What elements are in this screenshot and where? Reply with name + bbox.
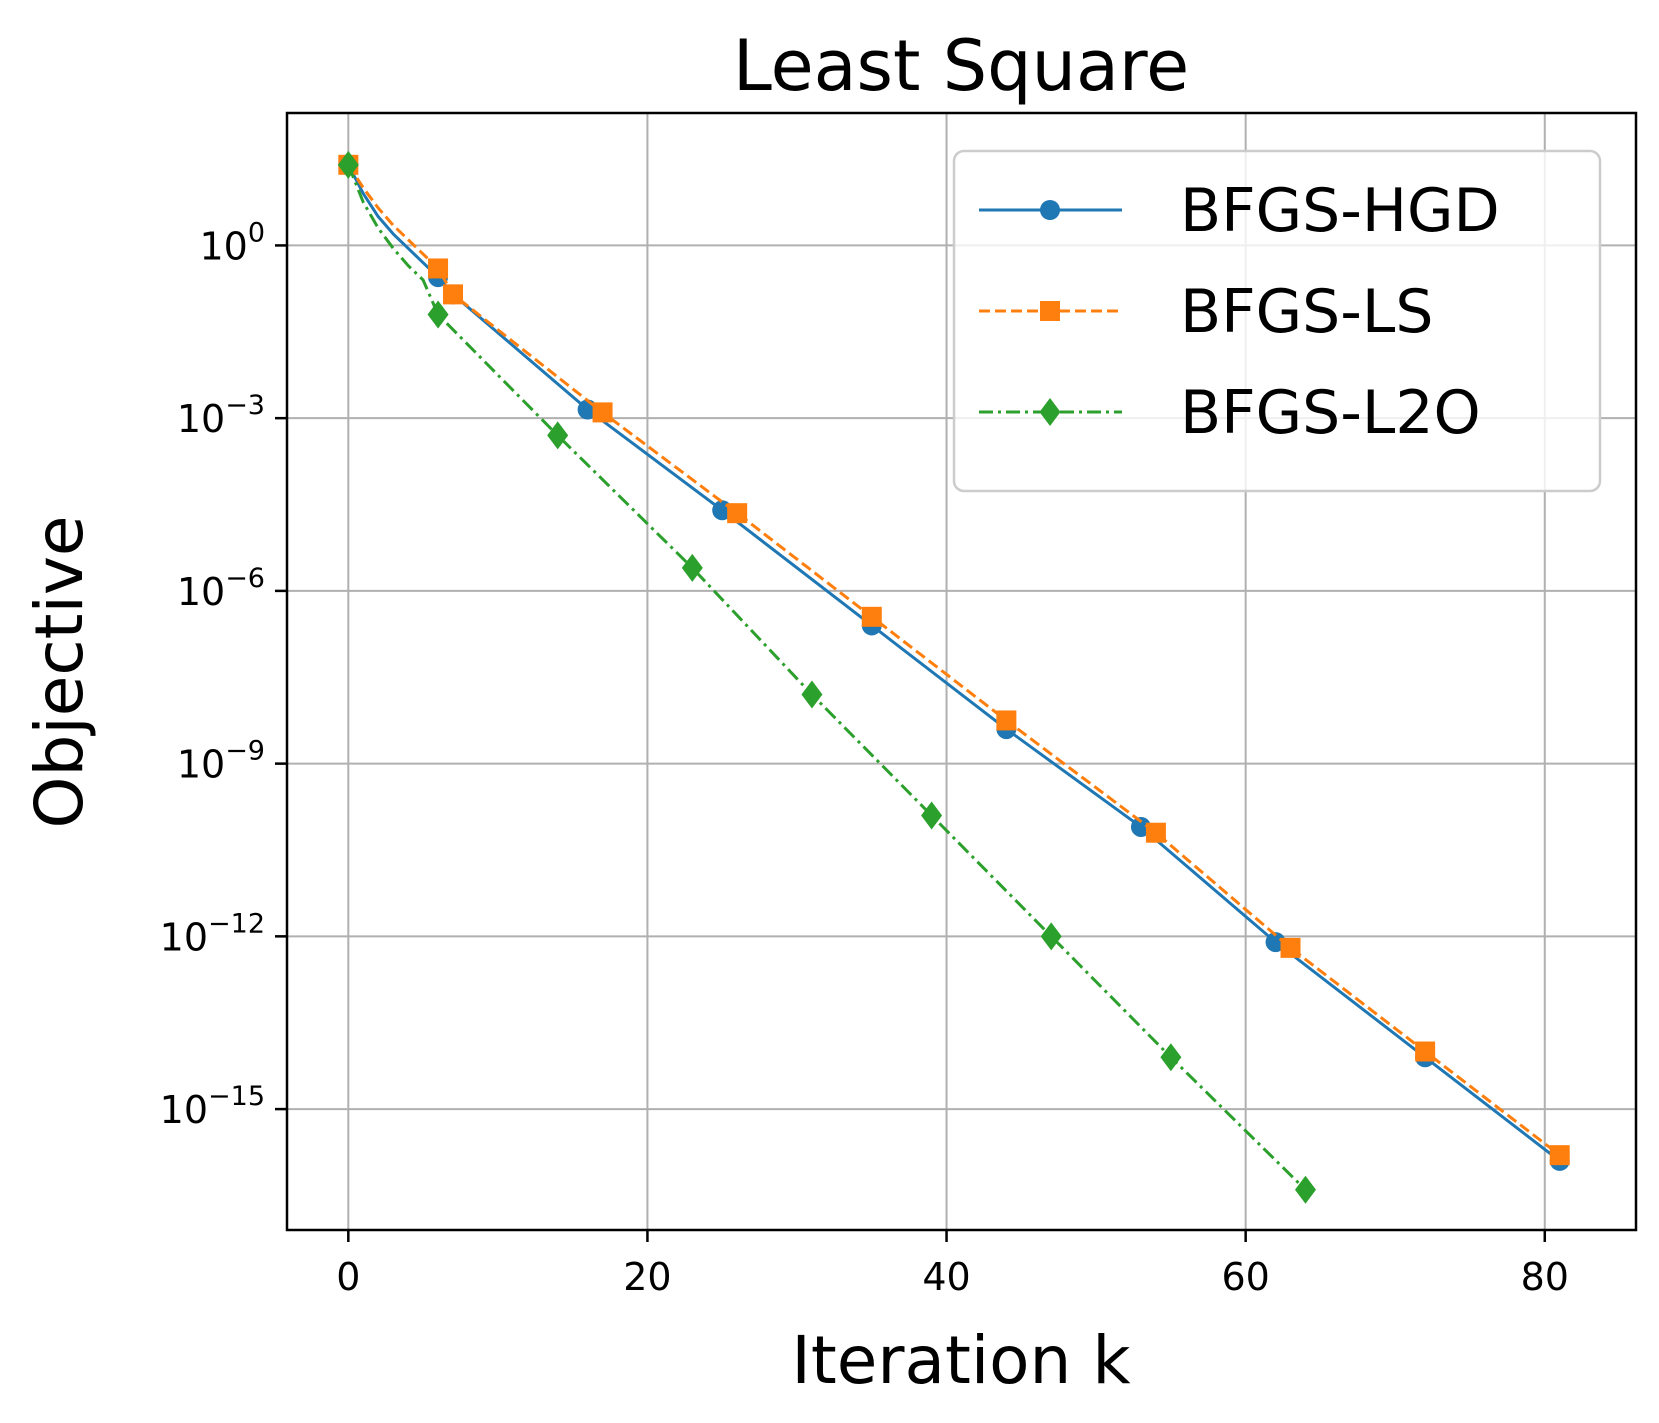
data-point <box>727 503 748 524</box>
series-bfgs-ls <box>338 154 1570 1166</box>
data-point <box>801 680 823 709</box>
legend-label: BFGS-HGD <box>1180 176 1500 246</box>
y-tick-exponent: −15 <box>208 1081 265 1112</box>
legend-box <box>952 149 1602 493</box>
x-axis: 0 20 40 60 80 <box>336 1230 1569 1299</box>
data-point <box>681 553 703 582</box>
x-tick-label: 40 <box>922 1255 970 1299</box>
x-tick-label: 0 <box>336 1255 360 1299</box>
y-axis-label: Objective <box>21 516 98 829</box>
y-tick-exponent: −9 <box>225 736 265 767</box>
data-point <box>547 421 569 450</box>
x-tick-label: 20 <box>623 1255 671 1299</box>
data-point <box>1549 1145 1570 1166</box>
grid <box>287 113 1636 1230</box>
chart-title: Least Square <box>733 25 1189 107</box>
legend-marker <box>1039 398 1061 426</box>
y-tick-exponent: −6 <box>225 563 265 594</box>
x-tick-label: 60 <box>1221 1255 1269 1299</box>
legend-label: BFGS-LS <box>1180 277 1433 347</box>
y-tick-base: 10 <box>160 1088 208 1132</box>
legend-marker <box>1040 301 1060 321</box>
legend-marker <box>1040 200 1060 220</box>
data-point <box>428 258 449 279</box>
data-point <box>1040 922 1062 951</box>
data-point <box>592 402 613 423</box>
plot-frame <box>285 111 1638 1232</box>
y-tick-base: 10 <box>199 224 247 268</box>
data-point <box>1294 1175 1316 1204</box>
y-tick-label: 10−6 <box>177 563 265 614</box>
y-tick-base: 10 <box>177 570 225 614</box>
data-point <box>337 150 359 179</box>
series-line <box>346 164 1561 1163</box>
y-tick-label: 10−15 <box>160 1081 265 1132</box>
y-tick-label: 10−3 <box>177 390 265 441</box>
y-tick-exponent: 0 <box>248 217 265 248</box>
data-point <box>861 606 882 627</box>
series-bfgs-l2o <box>337 150 1316 1204</box>
legend: BFGS-HGD BFGS-LS BFGS-L2O <box>952 149 1602 493</box>
y-tick-base: 10 <box>160 915 208 959</box>
y-tick-exponent: −12 <box>208 908 265 939</box>
data-point <box>443 284 464 305</box>
data-point <box>1280 937 1301 958</box>
y-tick-label: 10−12 <box>160 908 265 959</box>
x-axis-label: Iteration k <box>791 1322 1131 1399</box>
y-tick-base: 10 <box>177 743 225 787</box>
y-tick-label: 10−9 <box>177 736 265 787</box>
data-point <box>1145 822 1166 843</box>
y-tick-base: 10 <box>177 397 225 441</box>
y-tick-exponent: −3 <box>225 390 265 421</box>
series-line <box>346 164 1307 1191</box>
legend-label: BFGS-L2O <box>1180 378 1481 448</box>
x-tick-label: 80 <box>1521 1255 1569 1299</box>
data-point <box>921 801 943 830</box>
data-point <box>1415 1041 1436 1062</box>
data-point <box>996 710 1017 731</box>
series-line <box>347 164 1561 1157</box>
y-tick-label: 100 <box>199 217 265 268</box>
series-layer <box>337 150 1570 1204</box>
data-point <box>427 300 449 329</box>
data-point <box>1160 1043 1182 1072</box>
